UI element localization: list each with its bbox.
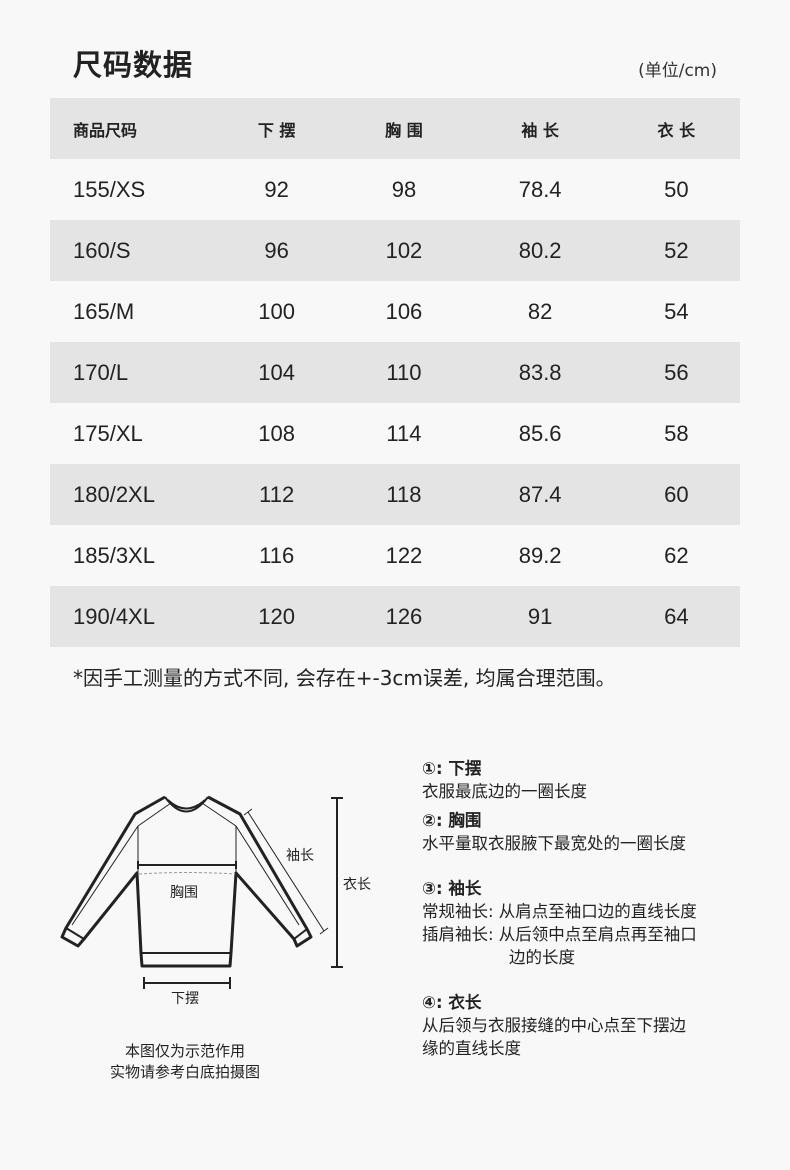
legend-text: 边的长度 bbox=[509, 948, 575, 967]
cuff-lines bbox=[65, 927, 308, 940]
caption-line: 实物请参考白底拍摄图 bbox=[109, 1063, 260, 1081]
chest-dashed bbox=[138, 872, 236, 875]
table-cell: 83.8 bbox=[518, 359, 562, 385]
table-row: 175/XL 108 114 85.6 58 bbox=[50, 403, 740, 464]
measurement-note: *因手工测量的方式不同, 会存在+-3cm误差, 均属合理范围。 bbox=[73, 666, 616, 690]
table-cell: 80.2 bbox=[518, 237, 562, 263]
table-cell: 160/S bbox=[73, 237, 131, 263]
legend-title: 衣长 bbox=[448, 993, 482, 1012]
table-cell: 54 bbox=[664, 298, 689, 324]
table-cell: 64 bbox=[664, 603, 689, 629]
collar bbox=[164, 796, 209, 813]
caption-line: 本图仅为示范作用 bbox=[124, 1042, 245, 1060]
legend-text: 插肩袖长: 从后领中点至肩点再至袖口 bbox=[422, 925, 697, 944]
table-row: 180/2XL 112 118 87.4 60 bbox=[50, 464, 740, 525]
table-cell: 60 bbox=[664, 481, 689, 507]
legend-text: 缘的直线长度 bbox=[422, 1039, 521, 1058]
sleeve-line bbox=[243, 808, 329, 935]
table-cell: 82 bbox=[527, 298, 553, 324]
table-cell: 58 bbox=[664, 420, 689, 446]
table-cell: 116 bbox=[259, 542, 295, 568]
legend-item-length: ④: 衣长 从后领与衣服接缝的中心点至下摆边 缘的直线长度 bbox=[422, 991, 697, 1060]
sweater-diagram: 袖长 衣长 胸围 下摆 bbox=[60, 795, 371, 1007]
table-cell: 50 bbox=[664, 176, 689, 202]
number-badge: ③ bbox=[422, 879, 436, 898]
table-cell: 118 bbox=[386, 481, 422, 507]
table-cell: 165/M bbox=[73, 298, 135, 324]
table-cell: 56 bbox=[664, 359, 689, 385]
header-chest: 胸 围 bbox=[385, 120, 423, 140]
table-cell: 170/L bbox=[73, 359, 129, 385]
header-length: 衣 长 bbox=[657, 120, 696, 140]
table-cell: 89.2 bbox=[518, 542, 562, 568]
legend-text: 水平量取衣服腋下最宽处的一圈长度 bbox=[422, 834, 686, 853]
size-table: 商品尺码 下 摆 胸 围 袖 长 衣 长 155/XS 92 98 78.4 50 160… bbox=[50, 98, 740, 647]
legend-item-chest: ②: 胸围 水平量取衣服腋下最宽处的一圈长度 bbox=[422, 809, 697, 855]
table-row: 155/XS 92 98 78.4 50 bbox=[50, 159, 740, 220]
measurement-legend: ①: 下摆 衣服最底边的一圈长度 ②: 胸围 水平量取衣服腋下最宽处的一圈长度 … bbox=[422, 757, 697, 1066]
table-cell: 52 bbox=[664, 237, 689, 263]
table-cell: 110 bbox=[386, 359, 422, 385]
table-row: 190/4XL 120 126 91 64 bbox=[50, 586, 740, 647]
legend-title: 下摆 bbox=[448, 759, 482, 778]
length-label: 衣长 bbox=[343, 877, 371, 893]
table-cell: 175/XL bbox=[73, 420, 143, 446]
table-cell: 112 bbox=[259, 481, 295, 507]
table-cell: 120 bbox=[258, 603, 295, 629]
chest-line bbox=[137, 861, 237, 869]
table-cell: 108 bbox=[258, 420, 295, 446]
table-cell: 85.6 bbox=[518, 420, 562, 446]
unit-label: (单位/cm) bbox=[638, 61, 717, 81]
table-cell: 114 bbox=[386, 420, 422, 446]
table-cell: 102 bbox=[385, 237, 423, 263]
table-cell: 98 bbox=[391, 176, 417, 202]
table-cell: 96 bbox=[264, 237, 289, 263]
table-cell: 126 bbox=[385, 603, 423, 629]
legend-text: 从后领与衣服接缝的中心点至下摆边 bbox=[422, 1016, 686, 1035]
table-row: 185/3XL 116 122 89.2 62 bbox=[50, 525, 740, 586]
table-cell: 180/2XL bbox=[73, 481, 155, 507]
legend-item-sleeve: ③: 袖长 常规袖长: 从肩点至袖口边的直线长度 插肩袖长: 从后领中点至肩点再… bbox=[422, 879, 697, 967]
table-cell: 78.4 bbox=[518, 176, 562, 202]
table-cell: 87.4 bbox=[518, 481, 562, 507]
legend-text: 常规袖长: 从肩点至袖口边的直线长度 bbox=[422, 902, 697, 921]
chest-label: 胸围 bbox=[170, 885, 198, 901]
table-row: 160/S 96 102 80.2 52 bbox=[50, 220, 740, 281]
table-row: 170/L 104 110 83.8 56 bbox=[50, 342, 740, 403]
header-hem: 下 摆 bbox=[257, 120, 296, 140]
table-cell: 100 bbox=[258, 298, 295, 324]
table-cell: 92 bbox=[264, 176, 289, 202]
table-header: 商品尺码 下 摆 胸 围 袖 长 衣 长 bbox=[50, 98, 740, 159]
sleeve-label: 袖长 bbox=[286, 848, 314, 864]
hem-label: 下摆 bbox=[171, 991, 199, 1007]
table-cell: 155/XS bbox=[73, 176, 146, 202]
table-row: 165/M 100 106 82 54 bbox=[50, 281, 740, 342]
legend-title: 袖长 bbox=[448, 879, 482, 898]
table-cell: 91 bbox=[527, 603, 553, 629]
table-cell: 190/4XL bbox=[73, 603, 155, 629]
sweater-outline bbox=[60, 795, 313, 968]
page-title: 尺码数据 bbox=[73, 48, 194, 82]
table-cell: 62 bbox=[664, 542, 689, 568]
header-size: 商品尺码 bbox=[73, 120, 138, 140]
hem-line bbox=[143, 977, 231, 989]
legend-item-hem: ①: 下摆 衣服最底边的一圈长度 bbox=[422, 757, 697, 803]
table-cell: 185/3XL bbox=[73, 542, 155, 568]
header-sleeve: 袖 长 bbox=[521, 120, 559, 140]
number-badge: ① bbox=[422, 759, 436, 778]
number-badge: ② bbox=[422, 811, 436, 830]
number-badge: ④ bbox=[422, 993, 436, 1012]
table-cell: 104 bbox=[258, 359, 295, 385]
legend-text: 衣服最底边的一圈长度 bbox=[422, 782, 587, 801]
legend-title: 胸围 bbox=[448, 811, 482, 830]
diagram-caption: 本图仅为示范作用 实物请参考白底拍摄图 bbox=[60, 1041, 310, 1083]
table-cell: 106 bbox=[385, 298, 423, 324]
table-cell: 122 bbox=[385, 542, 423, 568]
length-line bbox=[331, 797, 343, 968]
